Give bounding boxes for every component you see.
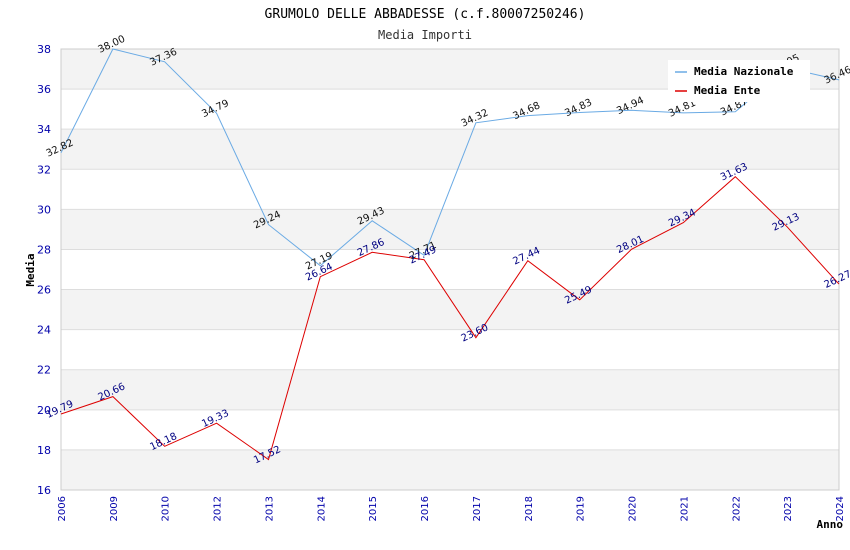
y-tick-label: 16: [37, 484, 51, 497]
data-label: 19.79: [45, 399, 76, 421]
x-tick-label: 2022: [731, 496, 742, 521]
x-tick-label: 2019: [576, 496, 587, 521]
x-tick-label: 2009: [109, 496, 120, 521]
y-tick-label: 22: [37, 364, 51, 377]
chart-title: GRUMOLO DELLE ABBADESSE (c.f.80007250246…: [265, 7, 586, 22]
legend-label-media-ente: Media Ente: [694, 84, 761, 97]
y-tick-label: 38: [37, 43, 51, 56]
series-lines: [60, 48, 840, 461]
grid-band: [61, 449, 839, 490]
grid-band: [61, 129, 839, 170]
x-tick-label: 2006: [57, 496, 68, 521]
x-axis-ticks: 2006 2009 2010 2012 2013 2014 2015 2016 2017 2018…: [57, 496, 846, 521]
y-tick-label: 36: [37, 83, 51, 96]
y-axis-label: Media: [24, 253, 37, 286]
chart-subtitle: Media Importi: [378, 28, 472, 42]
series-line-media-nazionale: [60, 48, 840, 267]
data-label: 19.33: [200, 408, 231, 430]
data-label: 26.27: [823, 269, 850, 291]
grid-band: [61, 369, 839, 410]
x-tick-label: 2023: [783, 496, 794, 521]
x-tick-label: 2021: [679, 496, 690, 521]
grid-band: [61, 209, 839, 250]
grid-band: [61, 289, 839, 330]
legend: Media Nazionale Media Ente: [668, 60, 810, 102]
x-tick-label: 2020: [628, 496, 639, 521]
y-tick-label: 30: [37, 203, 51, 216]
plot-frame: [60, 48, 840, 491]
y-tick-label: 32: [37, 163, 51, 176]
x-tick-label: 2017: [472, 496, 483, 521]
x-tick-label: 2024: [835, 496, 846, 521]
x-tick-label: 2016: [420, 496, 431, 521]
data-label: 34.83: [563, 97, 594, 119]
x-tick-label: 2018: [524, 496, 535, 521]
y-axis-ticks: 16 18 20 22 24 26 28 30 32 34 36 38: [37, 43, 51, 497]
y-tick-label: 24: [37, 324, 51, 337]
x-tick-label: 2010: [161, 496, 172, 521]
legend-label-media-nazionale: Media Nazionale: [694, 65, 794, 78]
y-tick-label: 28: [37, 243, 51, 256]
x-tick-label: 2013: [264, 496, 275, 521]
y-tick-label: 26: [37, 284, 51, 297]
y-tick-label: 20: [37, 404, 51, 417]
x-axis-label: Anno: [817, 518, 844, 531]
data-label: 34.68: [511, 100, 542, 122]
legend-box: [668, 60, 810, 102]
y-tick-label: 34: [37, 123, 51, 136]
x-tick-label: 2015: [368, 496, 379, 521]
x-tick-label: 2012: [213, 496, 224, 521]
x-tick-label: 2014: [316, 496, 327, 521]
series-line-media-ente: [60, 176, 840, 461]
data-label: 34.94: [615, 95, 646, 117]
y-tick-label: 18: [37, 444, 51, 457]
